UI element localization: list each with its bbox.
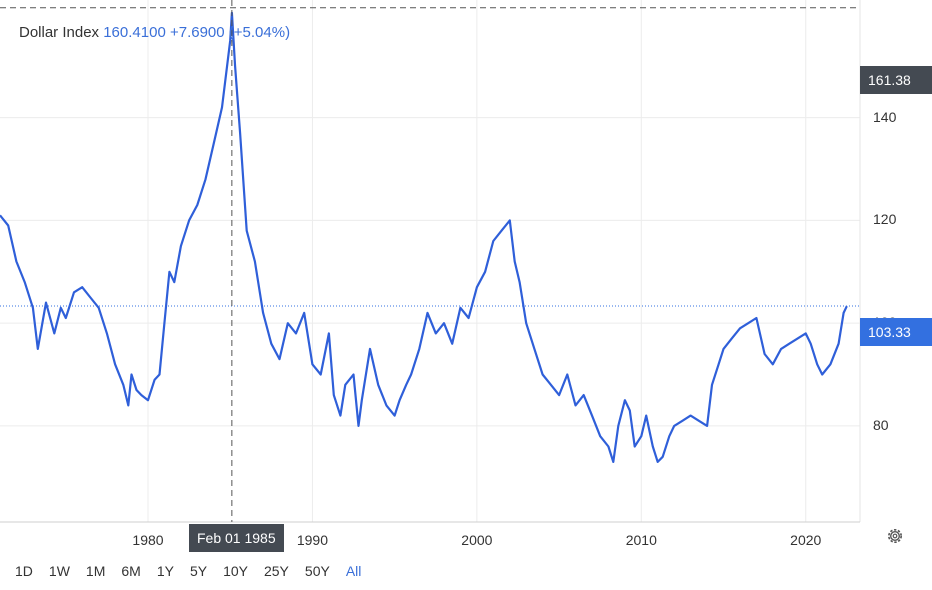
- x-tick-label-1990: 1990: [296, 532, 328, 548]
- y-tick-label-120: 120: [873, 211, 897, 228]
- crosshair-price-badge: 161.38: [860, 66, 932, 94]
- vertical-gridlines: [147, 0, 807, 522]
- gear-icon[interactable]: [885, 526, 905, 546]
- range-button-6m[interactable]: 6M: [121, 563, 141, 579]
- legend-series-name: Dollar Index: [19, 24, 100, 41]
- x-tick-label-2020: 2020: [790, 532, 822, 548]
- legend-value: 160.4100: [103, 24, 166, 41]
- y-tick-label-80: 80: [873, 416, 889, 433]
- chart-legend: Dollar Index 160.4100 +7.6900 (+5.04%): [19, 24, 290, 41]
- range-button-1w[interactable]: 1W: [48, 563, 70, 579]
- x-tick-label-1980: 1980: [132, 532, 164, 548]
- x-tick-label-2010: 2010: [625, 532, 657, 548]
- range-button-5y[interactable]: 5Y: [189, 563, 208, 579]
- horizontal-gridlines: [0, 117, 860, 427]
- range-button-all[interactable]: All: [345, 563, 362, 579]
- y-tick-label-140: 140: [873, 108, 897, 125]
- range-button-25y[interactable]: 25Y: [263, 563, 289, 579]
- range-button-1m[interactable]: 1M: [85, 563, 106, 579]
- x-tick-label-2000: 2000: [461, 532, 493, 548]
- legend-change-percent: (+5.04%): [228, 24, 291, 41]
- legend-change: +7.6900: [169, 24, 225, 41]
- range-selector: 1D 1W 1M 6M 1Y 5Y 10Y 25Y 50Y All: [15, 563, 377, 579]
- dollar-index-series-line: [0, 11, 848, 463]
- range-button-10y[interactable]: 10Y: [223, 563, 248, 579]
- range-button-1y[interactable]: 1Y: [156, 563, 174, 579]
- range-button-50y[interactable]: 50Y: [304, 563, 330, 579]
- last-price-badge: 103.33: [860, 318, 932, 346]
- crosshair-date-badge: Feb 01 1985: [189, 524, 284, 552]
- range-button-1d[interactable]: 1D: [15, 563, 33, 579]
